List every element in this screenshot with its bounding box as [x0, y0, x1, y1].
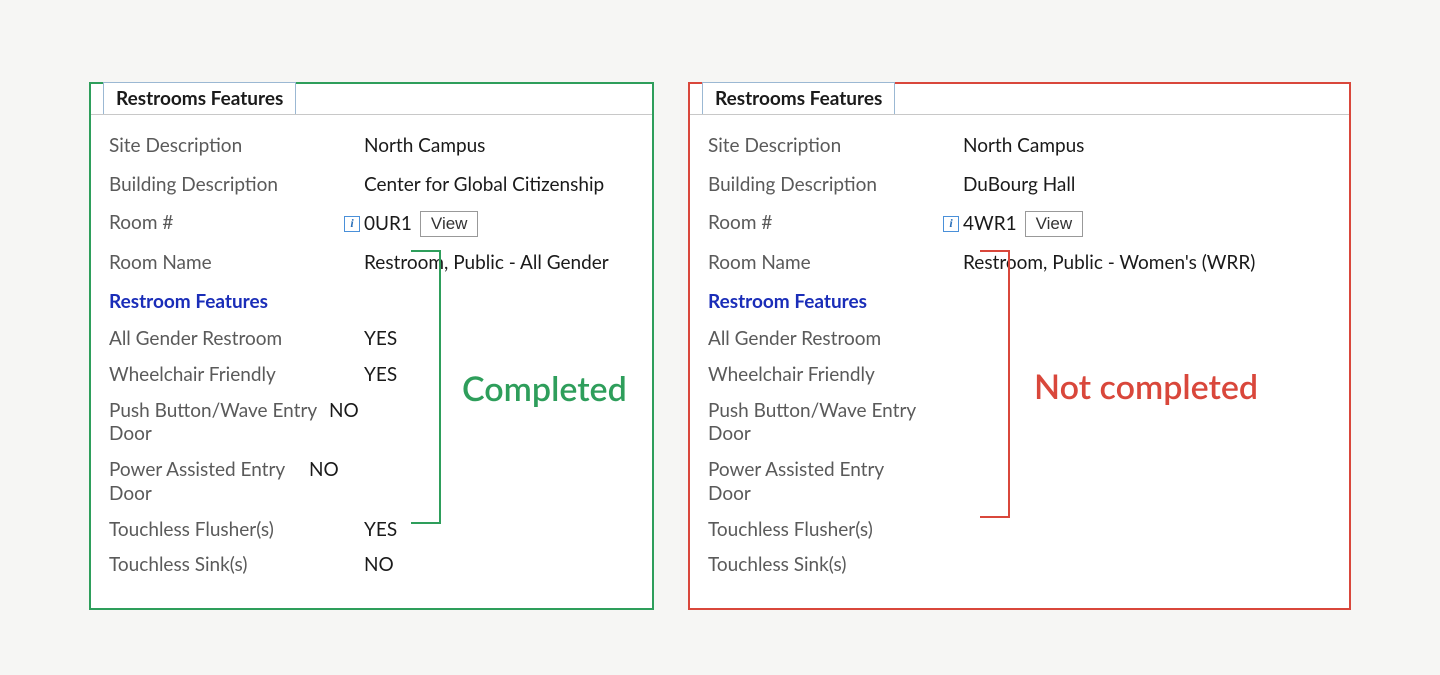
value-room-number: 0UR1 View [364, 211, 478, 237]
view-button[interactable]: View [1025, 211, 1084, 237]
label-room-number: Room # i [109, 211, 364, 236]
panel-content-right: Site Description North Campus Building D… [708, 134, 1331, 577]
tab-restrooms-features[interactable]: Restrooms Features [103, 82, 296, 115]
info-icon[interactable]: i [943, 216, 959, 232]
label-room-name: Room Name [109, 251, 364, 276]
feature-label: Power Assisted Entry Door [708, 458, 908, 506]
annotation-completed: Completed [462, 368, 627, 409]
feature-value: YES [364, 327, 397, 351]
feature-label: All Gender Restroom [109, 327, 364, 351]
view-button[interactable]: View [420, 211, 479, 237]
feature-row: All Gender Restroom [708, 327, 1331, 351]
label-site-description: Site Description [109, 134, 364, 159]
bracket-completed [411, 250, 441, 524]
feature-label: Touchless Flusher(s) [708, 518, 963, 542]
feature-row: Touchless Flusher(s) YES [109, 518, 634, 542]
feature-row: Power Assisted Entry Door [708, 458, 1331, 506]
row-room-name: Room Name Restroom, Public - Women's (WR… [708, 251, 1331, 276]
section-header-restroom-features: Restroom Features [708, 290, 1331, 313]
value-building-description: DuBourg Hall [963, 173, 1075, 198]
feature-label: Touchless Sink(s) [708, 553, 963, 577]
row-room-number: Room # i 4WR1 View [708, 211, 1331, 237]
tab-underline [91, 114, 652, 115]
feature-row: Touchless Sink(s) [708, 553, 1331, 577]
feature-list-left: All Gender Restroom YES Wheelchair Frien… [109, 327, 634, 577]
feature-value: YES [364, 363, 397, 387]
feature-label: Power Assisted Entry Door [109, 458, 309, 506]
row-site-description: Site Description North Campus [708, 134, 1331, 159]
label-site-description: Site Description [708, 134, 963, 159]
feature-row: All Gender Restroom YES [109, 327, 634, 351]
value-building-description: Center for Global Citizenship [364, 173, 604, 198]
info-icon[interactable]: i [344, 216, 360, 232]
annotation-not-completed: Not completed [1034, 366, 1258, 407]
feature-row: Touchless Sink(s) NO [109, 553, 634, 577]
feature-label: Push Button/Wave Entry Door [708, 399, 928, 447]
value-room-name: Restroom, Public - All Gender [364, 251, 609, 276]
feature-list-right: All Gender Restroom Wheelchair Friendly … [708, 327, 1331, 577]
feature-label: Wheelchair Friendly [708, 363, 963, 387]
bracket-not-completed [980, 250, 1010, 518]
feature-value: YES [364, 518, 397, 542]
room-number-text: 0UR1 [364, 212, 412, 237]
value-site-description: North Campus [963, 134, 1084, 159]
label-building-description: Building Description [708, 173, 963, 198]
feature-value: NO [364, 553, 394, 577]
value-room-number: 4WR1 View [963, 211, 1083, 237]
row-site-description: Site Description North Campus [109, 134, 634, 159]
feature-label: Wheelchair Friendly [109, 363, 364, 387]
feature-row: Touchless Flusher(s) [708, 518, 1331, 542]
feature-label: Touchless Flusher(s) [109, 518, 364, 542]
feature-value: NO [329, 399, 359, 423]
tab-label: Restrooms Features [715, 87, 882, 110]
section-header-restroom-features: Restroom Features [109, 290, 634, 313]
row-building-description: Building Description Center for Global C… [109, 173, 634, 198]
feature-label: All Gender Restroom [708, 327, 963, 351]
row-building-description: Building Description DuBourg Hall [708, 173, 1331, 198]
panel-not-completed: Restrooms Features Site Description Nort… [688, 82, 1351, 610]
tab-label: Restrooms Features [116, 87, 283, 110]
row-room-name: Room Name Restroom, Public - All Gender [109, 251, 634, 276]
feature-row: Power Assisted Entry Door NO [109, 458, 634, 506]
row-room-number: Room # i 0UR1 View [109, 211, 634, 237]
feature-label: Push Button/Wave Entry Door [109, 399, 329, 447]
feature-value: NO [309, 458, 339, 482]
feature-label: Touchless Sink(s) [109, 553, 364, 577]
label-building-description: Building Description [109, 173, 364, 198]
tab-restrooms-features[interactable]: Restrooms Features [702, 82, 895, 115]
panel-content-left: Site Description North Campus Building D… [109, 134, 634, 577]
room-number-text: 4WR1 [963, 212, 1017, 237]
panel-completed: Restrooms Features Site Description Nort… [89, 82, 654, 610]
value-site-description: North Campus [364, 134, 485, 159]
label-room-number: Room # i [708, 211, 963, 236]
label-room-name: Room Name [708, 251, 963, 276]
tab-underline [690, 114, 1349, 115]
